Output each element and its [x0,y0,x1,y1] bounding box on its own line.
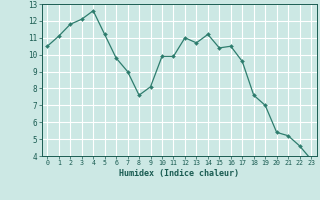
X-axis label: Humidex (Indice chaleur): Humidex (Indice chaleur) [119,169,239,178]
